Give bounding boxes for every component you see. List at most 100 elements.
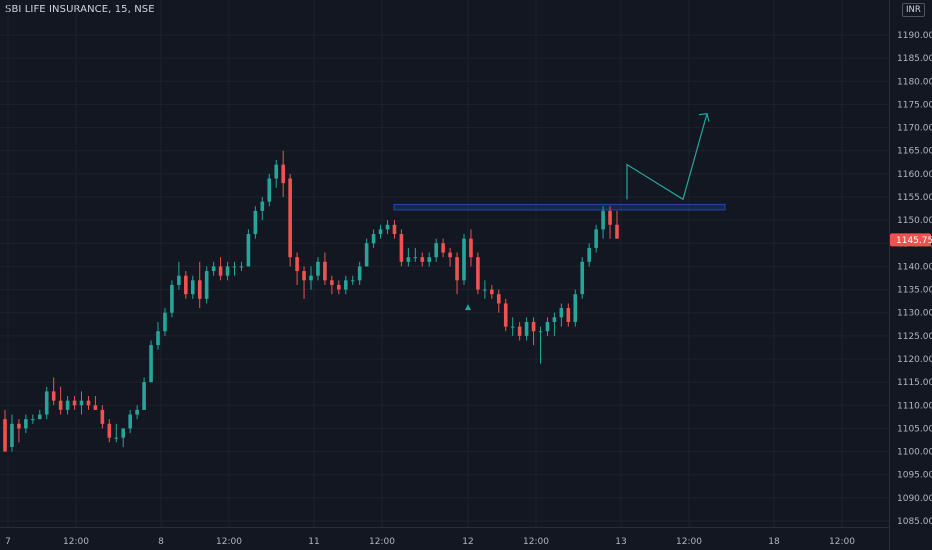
y-tick-label: 1120.00 — [897, 355, 932, 365]
candle — [135, 405, 139, 420]
candle-body — [246, 234, 251, 267]
candle — [517, 321, 522, 341]
candle — [337, 280, 341, 295]
candle — [524, 317, 529, 341]
last-price-label: 1145.75 — [890, 233, 932, 247]
candle-body — [190, 280, 195, 295]
y-tick-label: 1090.00 — [897, 494, 932, 504]
candle-body — [288, 178, 292, 258]
projection-path[interactable] — [626, 113, 708, 201]
candle — [232, 261, 237, 276]
candle — [476, 252, 480, 295]
y-tick-label: 1180.00 — [897, 77, 932, 87]
candle — [413, 247, 418, 262]
candle-body — [274, 164, 279, 179]
candle-body — [260, 201, 265, 211]
candle-body — [357, 266, 362, 281]
candle-body — [149, 345, 153, 383]
candle-body — [350, 280, 355, 282]
resistance-zone[interactable] — [393, 203, 726, 211]
candle — [545, 317, 550, 336]
candle — [364, 238, 369, 267]
candle-body — [142, 382, 146, 410]
candle — [531, 317, 536, 346]
candle-body — [462, 238, 466, 281]
candle — [121, 428, 126, 447]
candle — [434, 238, 438, 262]
candle — [281, 150, 285, 197]
candle — [580, 257, 585, 299]
candle — [93, 396, 98, 410]
time-axis[interactable]: 7 12:00 8 12:00 11 12:00 12 12:00 13 12:00 18 12:00 — [5, 537, 855, 547]
candle — [559, 303, 564, 327]
candle-body — [295, 257, 299, 272]
y-tick-label: 1130.00 — [897, 309, 932, 319]
candle-body — [490, 289, 494, 295]
candle — [496, 289, 501, 313]
candle-body — [156, 331, 160, 346]
candle — [385, 220, 390, 235]
price-axis[interactable]: 1085.00 1090.00 1095.00 1100.00 1105.00 1110.… — [897, 31, 932, 527]
candle — [455, 252, 459, 295]
candle-body — [566, 308, 571, 322]
candle — [490, 284, 494, 299]
candle — [260, 197, 265, 221]
candle-body — [608, 210, 612, 225]
candle-body — [31, 419, 35, 421]
candle — [323, 252, 327, 285]
candle — [218, 257, 223, 281]
candle-body — [524, 321, 529, 336]
candle-body — [107, 423, 112, 438]
candle-body — [37, 414, 42, 420]
candle-body — [531, 321, 536, 332]
y-tick-label: 1100.00 — [897, 448, 932, 458]
candle-body — [580, 261, 585, 295]
candle — [211, 261, 216, 276]
candle — [156, 321, 160, 350]
candle — [448, 247, 452, 267]
y-tick-label: 1165.00 — [897, 147, 932, 157]
candle-body — [510, 326, 515, 328]
chart-title: SBI LIFE INSURANCE, 15, NSE — [5, 4, 155, 15]
candle-body — [72, 400, 77, 406]
candle-body — [503, 303, 508, 327]
candle-body — [267, 178, 272, 202]
candle — [441, 238, 445, 258]
candle — [58, 386, 63, 415]
y-tick-label: 1160.00 — [897, 170, 932, 180]
candle — [601, 206, 605, 239]
candle-body — [385, 224, 390, 230]
candle — [316, 257, 320, 281]
candle — [72, 396, 77, 410]
candle — [177, 261, 181, 290]
candle-body — [330, 280, 334, 285]
candle-body — [517, 326, 522, 336]
candle-body — [197, 280, 202, 299]
candle-body — [170, 284, 174, 313]
y-tick-label: 1170.00 — [897, 124, 932, 134]
candle-body — [378, 229, 383, 235]
candle — [100, 405, 105, 429]
candle-body — [399, 234, 404, 262]
candle-body — [316, 261, 320, 276]
y-tick-label: 1095.00 — [897, 471, 932, 481]
x-tick-label: 13 — [615, 537, 626, 547]
candle — [246, 229, 251, 267]
x-tick-label: 12:00 — [63, 537, 89, 547]
currency-button[interactable]: INR — [902, 3, 925, 17]
candle-body — [93, 405, 98, 410]
y-tick-label: 1175.00 — [897, 100, 932, 110]
candle-body — [587, 247, 591, 262]
candle-body — [469, 238, 473, 258]
x-tick-label: 7 — [5, 537, 11, 547]
candle-body — [601, 210, 605, 230]
candle — [392, 220, 397, 239]
y-tick-label: 1115.00 — [897, 378, 932, 388]
candle-body — [232, 266, 237, 268]
candle — [86, 396, 91, 410]
candle — [107, 419, 112, 443]
candle-body — [594, 229, 598, 248]
candle — [587, 243, 591, 267]
y-tick-label: 1150.00 — [897, 216, 932, 226]
